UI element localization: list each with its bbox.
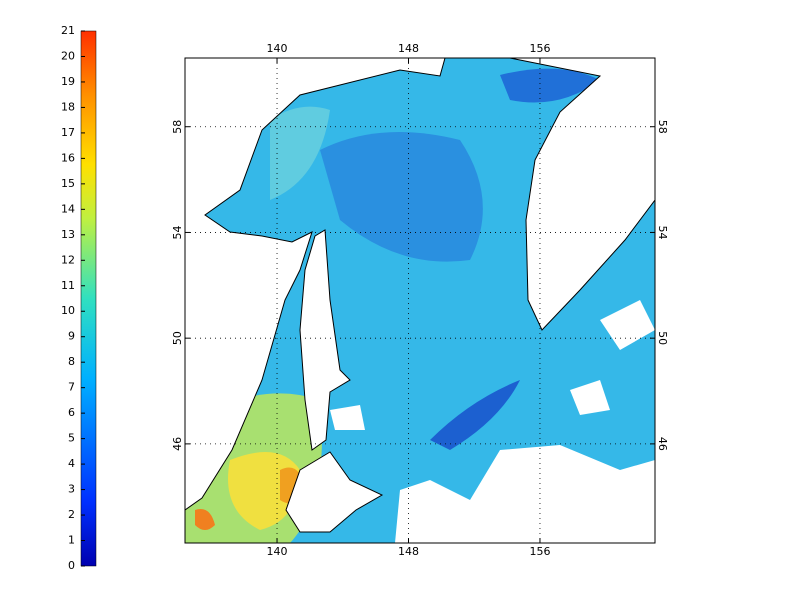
colorbar-tick-label: 10 [61,304,75,317]
colorbar-tick-label: 5 [68,432,75,445]
field-patch [320,132,483,262]
colorbar-tick-label: 6 [68,406,75,419]
colorbar-tick-label: 3 [68,483,75,496]
colorbar [80,30,97,567]
lat-label-right: 46 [656,437,669,451]
cloud-gap [330,300,655,430]
colorbar-tick-label: 8 [68,355,75,368]
colorbar-tick-label: 17 [61,126,75,139]
map-frame [184,57,656,544]
lat-label-right: 54 [656,225,669,239]
cloud-gap [395,445,655,543]
field-patch [430,380,520,450]
colorbar-tick-label: 1 [68,534,75,547]
colorbar-tick-label: 7 [68,381,75,394]
colorbar-tick-label: 16 [61,151,75,164]
colorbar-tick-label: 9 [68,330,75,343]
lon-label-top: 148 [398,42,419,55]
lat-label-left: 54 [171,225,184,239]
colorbar-tick-label: 11 [61,279,75,292]
colorbar-tick-label: 13 [61,228,75,241]
colorbar-tick-label: 4 [68,457,75,470]
lon-label-bottom: 140 [267,545,288,558]
field-patch [500,68,600,103]
lat-label-right: 58 [656,120,669,134]
lon-label-bottom: 148 [398,545,419,558]
map-field [185,58,655,543]
land [285,451,384,533]
lat-label-left: 58 [171,120,184,134]
lon-label-top: 140 [267,42,288,55]
field-patch [270,106,330,200]
colorbar-tick-label: 18 [61,100,75,113]
field-patch [195,509,215,530]
colorbar-tick-label: 12 [61,253,75,266]
land [185,58,446,511]
lat-label-right: 50 [656,331,669,345]
land [509,58,655,331]
lon-label-bottom: 156 [529,545,550,558]
lat-label-left: 50 [171,331,184,345]
colorbar-tick-label: 20 [61,49,75,62]
lon-label-top: 156 [529,42,550,55]
colorbar-tick-label: 21 [61,24,75,37]
colorbar-tick-label: 15 [61,177,75,190]
lat-label-left: 46 [171,437,184,451]
land [299,229,351,451]
colorbar-tick-label: 19 [61,75,75,88]
colorbar-tick-label: 2 [68,508,75,521]
colorbar-tick-label: 0 [68,559,75,572]
colorbar-tick-label: 14 [61,202,75,215]
